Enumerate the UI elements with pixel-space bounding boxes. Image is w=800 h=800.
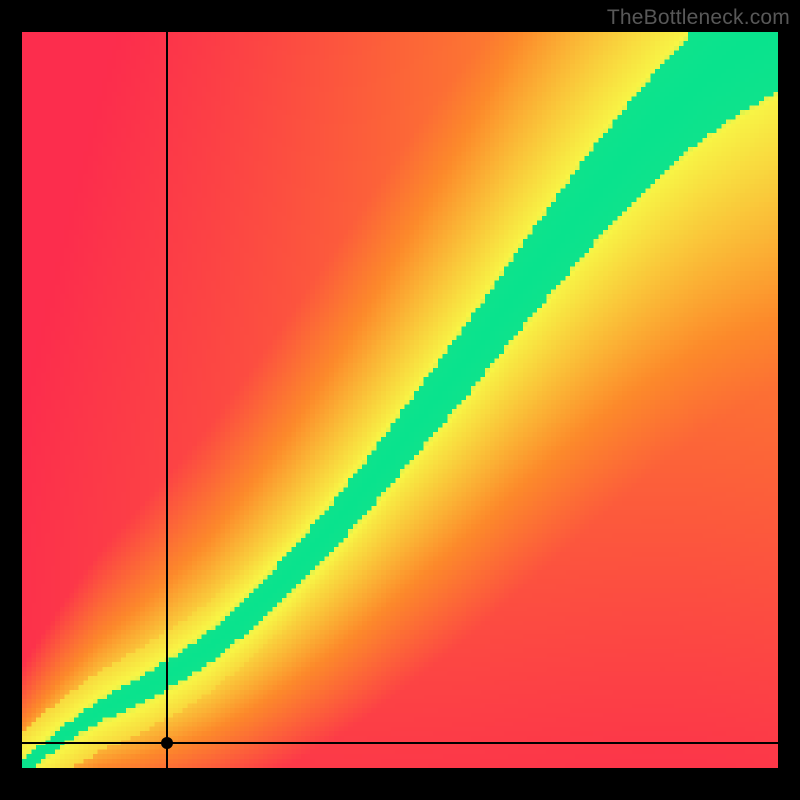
crosshair-vertical [166,32,168,768]
heatmap-canvas [22,32,778,768]
heatmap-plot [22,32,778,768]
figure-container: TheBottleneck.com [0,0,800,800]
crosshair-horizontal [22,742,778,744]
watermark-text: TheBottleneck.com [607,6,790,30]
